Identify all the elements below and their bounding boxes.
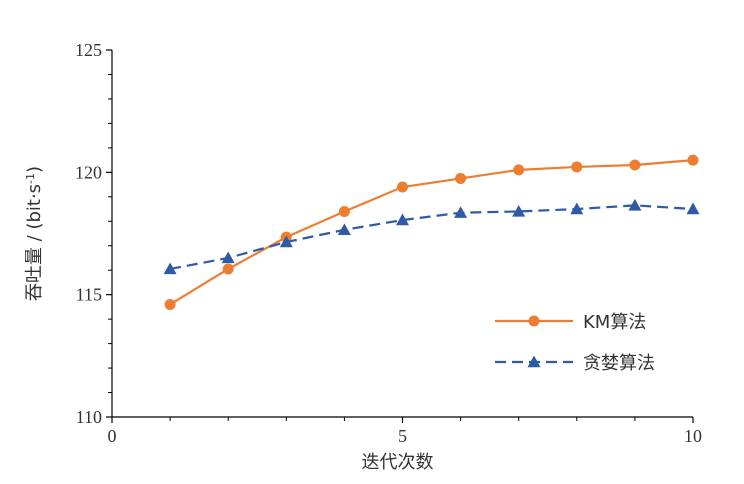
legend-marker [527, 355, 541, 368]
legend-marker [528, 315, 540, 327]
data-point [222, 263, 234, 275]
legend-item: 贪婪算法 [495, 353, 655, 374]
data-point [571, 161, 583, 173]
data-point [686, 202, 700, 215]
data-point [512, 204, 526, 217]
series-line [169, 204, 694, 271]
data-point [513, 164, 525, 176]
x-axis-title: 迭代次数 [362, 452, 434, 473]
axes [106, 49, 694, 423]
data-point [687, 154, 699, 166]
series-layer [163, 154, 700, 310]
y-axis-title: 吞吐量 / (bit·s-1) [24, 166, 46, 301]
data-point [338, 205, 350, 217]
data-point [629, 159, 641, 171]
data-point [163, 262, 177, 275]
series-1 [164, 154, 699, 310]
y-axis-title-main: 吞吐量 / (bit·s [24, 184, 45, 301]
y-axis-title-superscript: -1 [24, 173, 37, 184]
series-line [169, 159, 694, 306]
y-tick-label: 120 [75, 162, 102, 182]
tick-labels: 110 115 120 125 0 5 10 [75, 40, 702, 446]
data-point [454, 206, 468, 218]
series-2 [163, 198, 700, 275]
data-point [397, 181, 408, 193]
y-tick-label: 110 [76, 407, 102, 427]
x-tick-label: 0 [108, 426, 117, 446]
data-point [337, 223, 351, 236]
data-point [279, 235, 293, 248]
x-tick-label: 10 [684, 426, 702, 446]
data-point [164, 298, 176, 310]
legend-item: KM算法 [495, 312, 646, 333]
legend-label: 贪婪算法 [583, 353, 655, 374]
y-tick-label: 125 [75, 40, 102, 60]
data-point [221, 251, 235, 264]
y-tick-label: 115 [76, 285, 102, 305]
y-axis-title-close: ) [24, 166, 45, 173]
data-point [628, 198, 642, 211]
legend-label: KM算法 [583, 312, 646, 333]
data-point [455, 172, 467, 184]
data-point [396, 213, 409, 226]
data-point [570, 202, 584, 215]
x-tick-label: 5 [398, 426, 407, 446]
